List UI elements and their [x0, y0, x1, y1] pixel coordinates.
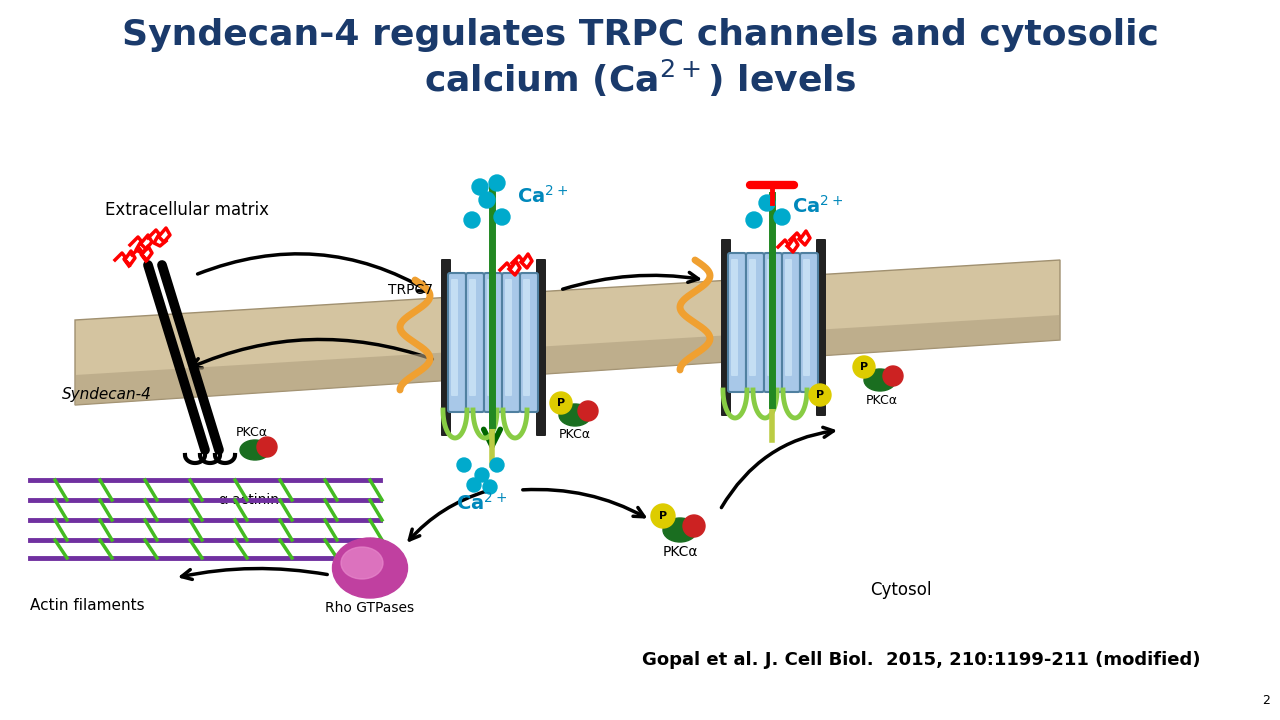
Text: P: P: [659, 511, 667, 521]
Polygon shape: [76, 315, 1060, 405]
FancyBboxPatch shape: [803, 259, 810, 376]
FancyBboxPatch shape: [728, 253, 746, 392]
Ellipse shape: [559, 404, 591, 426]
Circle shape: [475, 468, 489, 482]
Circle shape: [759, 195, 774, 211]
FancyBboxPatch shape: [817, 239, 826, 416]
FancyBboxPatch shape: [466, 273, 484, 412]
Circle shape: [550, 392, 572, 414]
Text: Syndecan-4 regulates TRPC channels and cytosolic: Syndecan-4 regulates TRPC channels and c…: [122, 18, 1158, 52]
Circle shape: [852, 356, 876, 378]
Circle shape: [465, 212, 480, 228]
Circle shape: [774, 209, 790, 225]
FancyBboxPatch shape: [536, 259, 547, 436]
FancyBboxPatch shape: [468, 279, 476, 396]
Text: P: P: [860, 362, 868, 372]
Circle shape: [579, 401, 598, 421]
Text: α-actinin: α-actinin: [218, 493, 279, 507]
Ellipse shape: [340, 547, 383, 579]
Text: Ca$^{2+}$: Ca$^{2+}$: [517, 185, 568, 207]
Circle shape: [652, 504, 675, 528]
FancyBboxPatch shape: [451, 279, 458, 396]
Text: Rho GTPases: Rho GTPases: [325, 601, 415, 615]
Circle shape: [483, 480, 497, 494]
FancyBboxPatch shape: [800, 253, 818, 392]
FancyBboxPatch shape: [520, 273, 538, 412]
Circle shape: [746, 212, 762, 228]
Text: Ca$^{2+}$: Ca$^{2+}$: [792, 195, 844, 217]
Ellipse shape: [663, 518, 698, 542]
Text: Extracellular matrix: Extracellular matrix: [105, 201, 269, 219]
FancyBboxPatch shape: [746, 253, 764, 392]
Text: Ca$^{2+}$: Ca$^{2+}$: [457, 492, 507, 514]
Circle shape: [257, 437, 276, 457]
Text: Cytosol: Cytosol: [870, 581, 932, 599]
Text: PKCα: PKCα: [236, 426, 268, 438]
FancyBboxPatch shape: [749, 259, 756, 376]
Circle shape: [472, 179, 488, 195]
FancyBboxPatch shape: [764, 253, 782, 392]
Circle shape: [479, 192, 495, 208]
Text: calcium (Ca$^{2+}$) levels: calcium (Ca$^{2+}$) levels: [424, 58, 856, 99]
Text: PKCα: PKCα: [559, 428, 591, 441]
FancyBboxPatch shape: [502, 273, 520, 412]
Circle shape: [494, 209, 509, 225]
Ellipse shape: [333, 538, 407, 598]
FancyBboxPatch shape: [785, 259, 792, 376]
Ellipse shape: [864, 369, 896, 391]
Text: TRPC7: TRPC7: [388, 283, 433, 297]
FancyBboxPatch shape: [524, 279, 530, 396]
Text: Gopal et al. J. Cell Biol.  2015, 210:1199-211 (modified): Gopal et al. J. Cell Biol. 2015, 210:119…: [641, 651, 1201, 669]
FancyBboxPatch shape: [486, 279, 494, 396]
Text: PKCα: PKCα: [662, 545, 698, 559]
Text: PKCα: PKCα: [867, 394, 899, 407]
Ellipse shape: [241, 440, 270, 460]
Text: 2: 2: [1262, 693, 1270, 706]
Circle shape: [489, 175, 506, 191]
Text: Actin filaments: Actin filaments: [29, 598, 145, 613]
FancyBboxPatch shape: [506, 279, 512, 396]
Circle shape: [490, 458, 504, 472]
FancyBboxPatch shape: [448, 273, 466, 412]
FancyBboxPatch shape: [731, 259, 739, 376]
FancyBboxPatch shape: [484, 273, 502, 412]
Circle shape: [467, 478, 481, 492]
Circle shape: [457, 458, 471, 472]
Text: P: P: [557, 398, 564, 408]
Circle shape: [684, 515, 705, 537]
FancyBboxPatch shape: [767, 259, 774, 376]
FancyBboxPatch shape: [442, 259, 451, 436]
Text: Syndecan-4: Syndecan-4: [61, 387, 152, 402]
Text: P: P: [815, 390, 824, 400]
Polygon shape: [76, 260, 1060, 405]
Circle shape: [883, 366, 902, 386]
FancyBboxPatch shape: [782, 253, 800, 392]
FancyBboxPatch shape: [721, 239, 731, 416]
Circle shape: [809, 384, 831, 406]
